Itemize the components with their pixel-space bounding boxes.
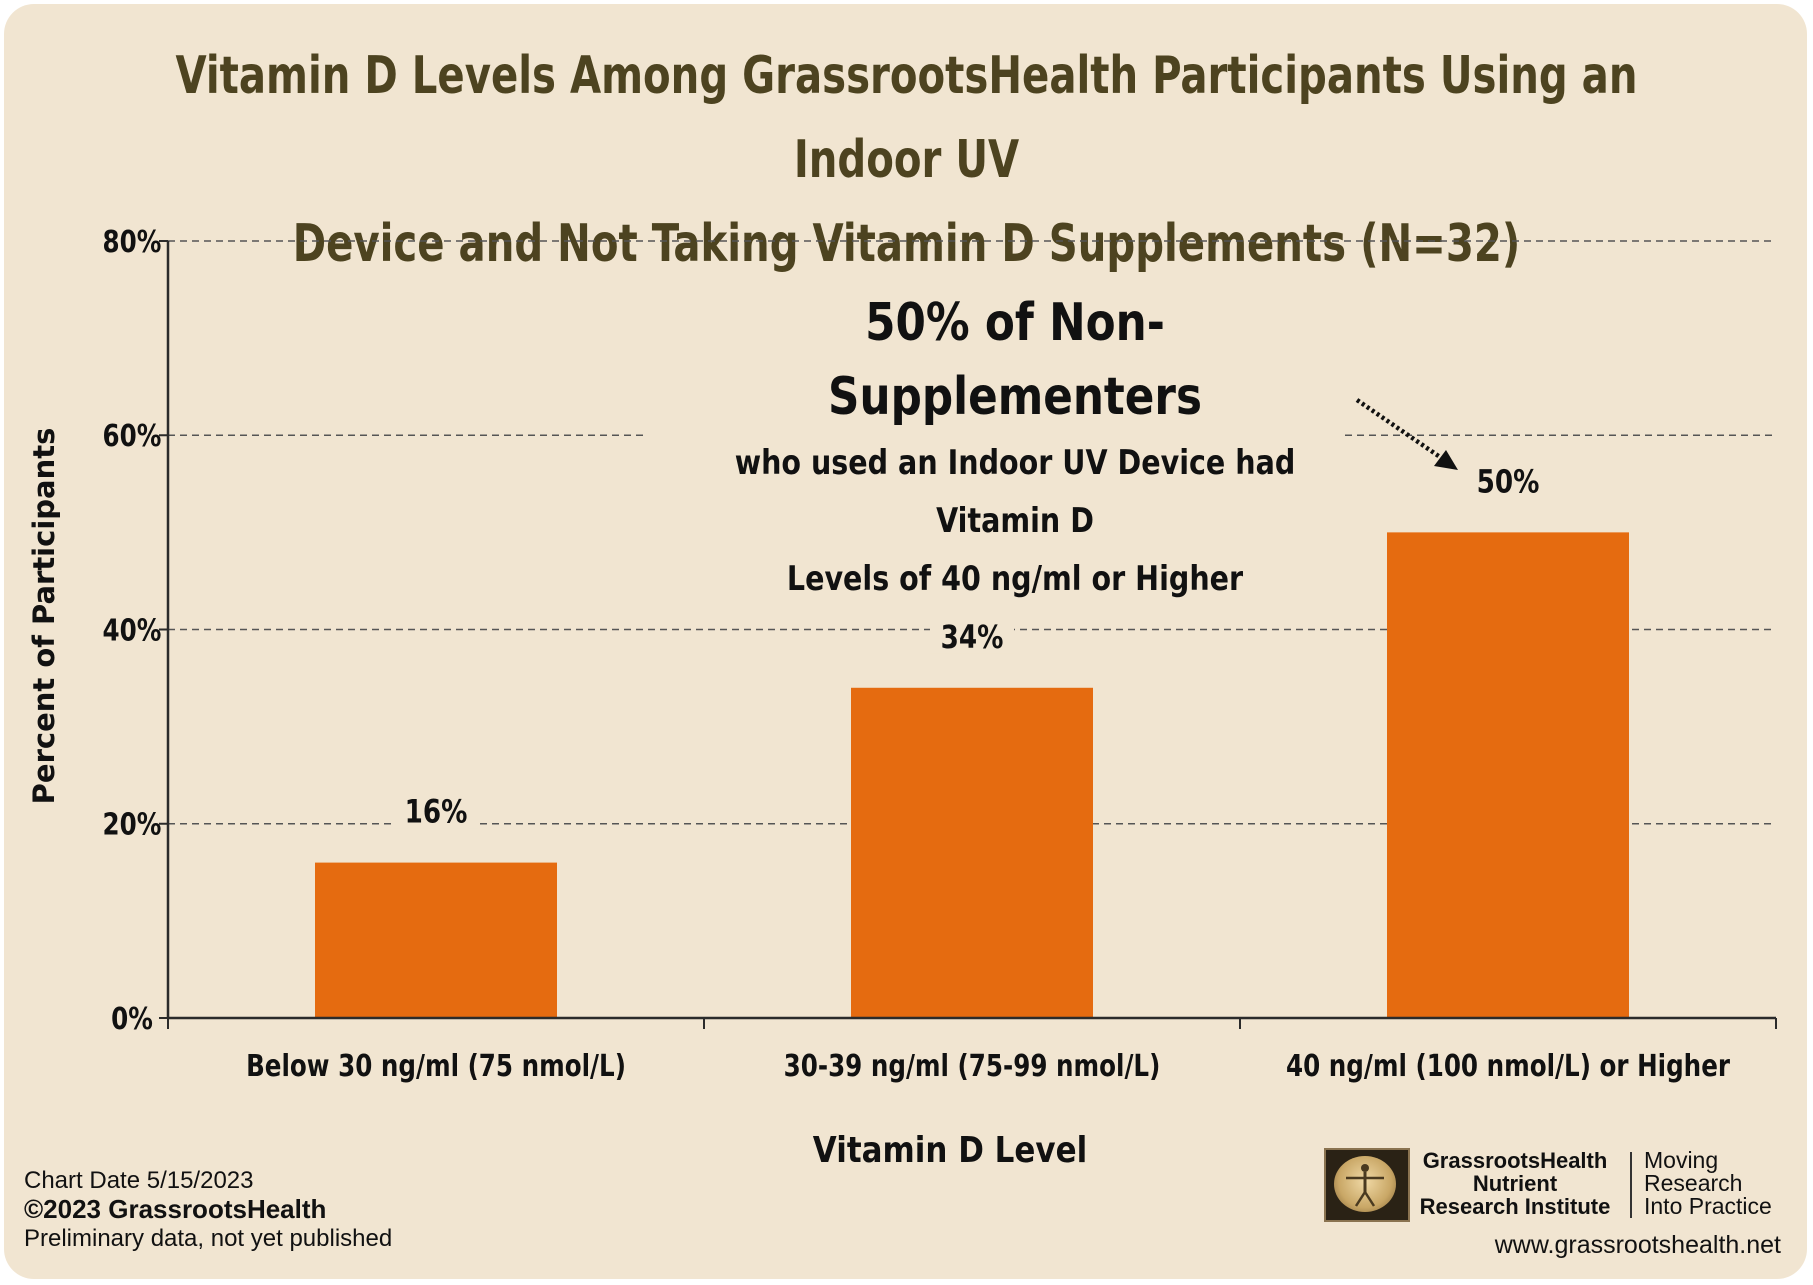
data-label-backdrop bbox=[394, 786, 478, 829]
chart-title-line-2: Device and Not Taking Vitamin D Suppleme… bbox=[292, 214, 1521, 274]
x-tick-label: 40 ng/ml (100 nmol/L) or Higher bbox=[1286, 1050, 1730, 1084]
y-axis-label: Percent of Participants bbox=[27, 427, 61, 805]
annotation-line-2: Levels of 40 ng/ml or Higher bbox=[786, 559, 1244, 599]
x-tick-label: Below 30 ng/ml (75 nmol/L) bbox=[246, 1050, 626, 1084]
y-tick-label: 40% bbox=[103, 614, 162, 648]
data-label-backdrop bbox=[930, 611, 1014, 654]
bar bbox=[851, 687, 1093, 1018]
copyright: ©2023 GrassrootsHealth bbox=[24, 1194, 327, 1224]
brand-line-1: GrassrootsHealth bbox=[1422, 1148, 1608, 1173]
chart-date: Chart Date 5/15/2023 bbox=[24, 1167, 254, 1194]
vitruvian-man-icon bbox=[1324, 1148, 1410, 1222]
preliminary-note: Preliminary data, not yet published bbox=[24, 1225, 393, 1252]
annotation-callout: 50% of Non-Supplementers who used an Ind… bbox=[713, 286, 1318, 608]
chart-title: Vitamin D Levels Among GrassrootsHealth … bbox=[127, 34, 1686, 286]
tagline-line-2: Research bbox=[1644, 1170, 1743, 1196]
data-label-backdrop bbox=[1466, 456, 1550, 499]
y-tick-label: 0% bbox=[111, 1003, 153, 1037]
annotation-headline: 50% of Non-Supplementers bbox=[828, 293, 1202, 427]
tagline-line-3: Into Practice bbox=[1644, 1193, 1772, 1219]
y-tick-label: 60% bbox=[103, 420, 162, 454]
brand-name: GrassrootsHealth Nutrient Research Insti… bbox=[1412, 1149, 1618, 1218]
brand-line-2: Nutrient bbox=[1472, 1171, 1558, 1196]
logo-emblem bbox=[1334, 1156, 1396, 1212]
tagline-line-1: Moving bbox=[1644, 1147, 1719, 1173]
brand-line-3: Research Institute bbox=[1419, 1194, 1611, 1219]
annotation-arrowhead bbox=[1434, 450, 1458, 470]
x-axis-label: Vitamin D Level bbox=[812, 1130, 1088, 1171]
y-tick-label: 80% bbox=[103, 226, 162, 260]
brand-divider bbox=[1630, 1152, 1632, 1218]
tagline: Moving Research Into Practice bbox=[1644, 1149, 1772, 1218]
website-link[interactable]: www.grassrootshealth.net bbox=[1494, 1231, 1781, 1259]
y-tick-label: 20% bbox=[103, 809, 162, 843]
bar bbox=[315, 862, 557, 1018]
data-label: 16% bbox=[405, 793, 468, 830]
data-label: 50% bbox=[1477, 463, 1540, 500]
annotation-arrow bbox=[1355, 398, 1442, 459]
annotation-line-1: who used an Indoor UV Device had Vitamin… bbox=[734, 443, 1296, 541]
bar bbox=[1387, 532, 1629, 1018]
x-tick-label: 30-39 ng/ml (75-99 nmol/L) bbox=[784, 1050, 1161, 1084]
footer-info: Chart Date 5/15/2023 ©2023 GrassrootsHea… bbox=[24, 1166, 392, 1253]
chart-title-line-1: Vitamin D Levels Among GrassrootsHealth … bbox=[175, 46, 1638, 190]
data-label: 34% bbox=[941, 618, 1004, 655]
